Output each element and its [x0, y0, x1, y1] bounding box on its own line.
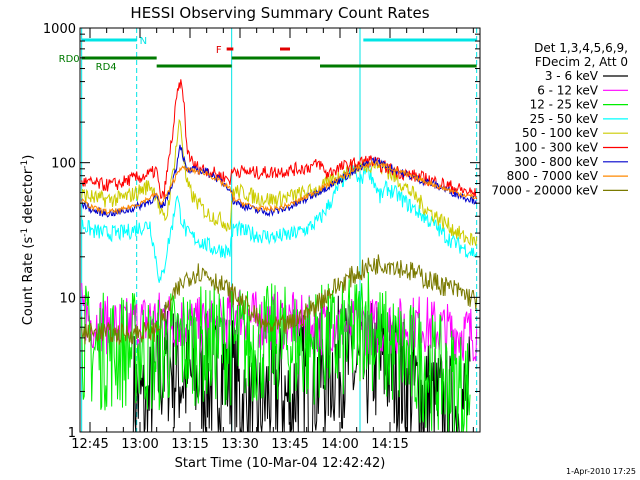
chart-title: HESSI Observing Summary Count Rates	[130, 4, 429, 22]
x-tick-label-6: 14:15	[371, 437, 408, 452]
y-tick-label-0: 1	[68, 426, 76, 441]
y-label-sup2: -1	[20, 160, 30, 169]
x-tick-label-4: 13:45	[271, 437, 308, 452]
x-tick-label-5: 14:00	[321, 437, 358, 452]
legend-header-2: FDecim 2, Att 0	[535, 55, 628, 69]
x-axis-label: Start Time (10-Mar-04 12:42:42)	[175, 456, 386, 471]
series-line-4	[81, 118, 478, 247]
legend-label-7: 800 - 7000 keV	[507, 169, 599, 183]
series-line-3	[81, 162, 478, 283]
y-label-sup1: -1	[20, 228, 30, 237]
legend-label-3: 25 - 50 keV	[530, 112, 599, 126]
x-tick-label-2: 13:15	[171, 437, 208, 452]
series-line-5	[81, 79, 478, 200]
legend-label-8: 7000 - 20000 keV	[491, 183, 598, 197]
y-tick-label-3: 1000	[43, 22, 76, 37]
legend-label-4: 50 - 100 keV	[522, 126, 599, 140]
x-tick-label-0: 12:45	[71, 437, 108, 452]
legend-label-1: 6 - 12 keV	[537, 83, 599, 97]
y-tick-label-2: 100	[51, 157, 76, 172]
y-label-main: Count Rate (s	[21, 237, 36, 326]
y-axis-label: Count Rate (s-1 detector-1)	[20, 155, 36, 326]
legend-label-0: 3 - 6 keV	[545, 69, 599, 83]
flag-label-f: F	[216, 45, 222, 56]
svg-text:Count Rate (s-1 detector-1): Count Rate (s-1 detector-1)	[20, 155, 36, 326]
x-tick-label-1: 13:00	[121, 437, 158, 452]
flag-label-rd0: RD0	[59, 54, 80, 65]
legend-label-5: 100 - 300 keV	[514, 141, 598, 155]
legend-header-1: Det 1,3,4,5,6,9,	[534, 41, 628, 55]
x-tick-label-3: 13:30	[221, 437, 258, 452]
y-tick-label-1: 10	[59, 291, 76, 306]
timestamp: 1-Apr-2010 17:25	[566, 467, 636, 476]
series-line-2	[81, 271, 471, 433]
series-line-8	[81, 254, 478, 345]
y-label-mid: detector	[21, 168, 36, 228]
y-label-end: )	[21, 155, 36, 160]
series-line-7	[81, 159, 478, 216]
flag-label-rd4: RD4	[96, 62, 117, 73]
legend-label-2: 12 - 25 keV	[530, 98, 599, 112]
legend-label-6: 300 - 800 keV	[514, 155, 598, 169]
flag-label-n: N	[140, 36, 147, 47]
plot-frame	[79, 27, 481, 433]
